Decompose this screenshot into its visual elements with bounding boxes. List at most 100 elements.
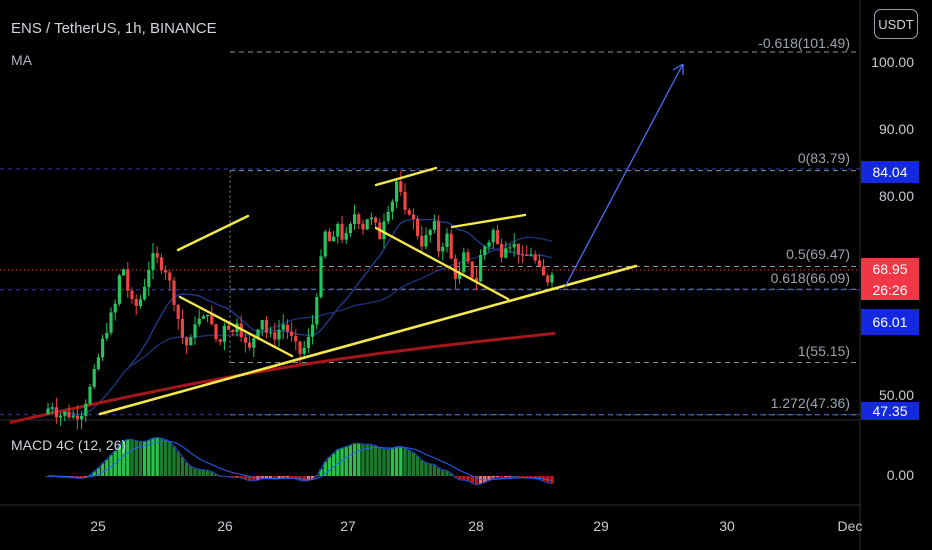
macd-bar: [529, 476, 533, 478]
macd-bar: [197, 469, 201, 476]
symbol-title[interactable]: ENS / TetherUS, 1h, BINANCE: [11, 20, 217, 37]
candle-body: [491, 230, 495, 243]
candle-body: [344, 233, 348, 240]
candle-body: [458, 272, 462, 279]
macd-bar: [180, 456, 185, 476]
macd-bar: [126, 439, 130, 476]
candle-body: [88, 386, 92, 404]
macd-bar: [294, 476, 298, 479]
macd-bar: [394, 446, 399, 476]
price-tick: 90.00: [878, 121, 914, 137]
candle-body: [231, 329, 235, 333]
candle-body: [546, 275, 550, 283]
macd-bar: [327, 456, 332, 476]
candle-body: [479, 255, 483, 282]
projection-arrow-line: [564, 63, 684, 288]
candle-body: [159, 257, 163, 270]
price-badge-fib1272: 47.35: [861, 402, 919, 420]
macd-bar: [357, 443, 361, 476]
macd-bar: [168, 441, 172, 476]
candle-body: [260, 320, 264, 330]
macd-signal-line: [48, 440, 553, 481]
candle-body: [201, 316, 205, 319]
macd-bar: [462, 476, 466, 481]
candle-body: [172, 280, 176, 305]
candle-body: [243, 337, 247, 343]
macd-bar: [92, 471, 96, 476]
projection-arrow-head: [672, 63, 684, 75]
fib-label: 0(83.79): [797, 150, 850, 166]
macd-bar: [361, 444, 365, 476]
time-tick: 27: [340, 518, 356, 534]
macd-bar: [445, 470, 449, 476]
candle-body: [365, 219, 369, 230]
candle-body: [75, 415, 79, 420]
candle-body: [269, 332, 273, 334]
macd-bar: [520, 476, 525, 478]
ma-indicator-label[interactable]: MA: [11, 52, 32, 68]
candle-body: [113, 303, 117, 313]
candle-body: [54, 407, 58, 418]
macd-bar: [424, 462, 428, 476]
candle-body: [495, 230, 499, 244]
macd-bar: [155, 437, 159, 476]
time-tick: 28: [468, 518, 484, 534]
candle-body: [453, 258, 457, 279]
macd-bar: [411, 452, 416, 476]
macd-line: [47, 436, 553, 486]
macd-bar: [109, 454, 113, 476]
time-tick: 30: [719, 518, 735, 534]
candle-body: [294, 335, 298, 342]
candle-body: [298, 341, 302, 354]
candle-body: [248, 342, 252, 348]
candle-body: [256, 329, 260, 339]
candle-body: [516, 243, 520, 255]
candle-body: [189, 337, 193, 346]
fib-label: -0.618(101.49): [758, 35, 850, 51]
candle-body: [369, 217, 373, 220]
macd-bar: [252, 476, 256, 481]
currency-button[interactable]: USDT: [874, 9, 918, 39]
macd-bar: [508, 476, 512, 478]
pattern-line-lower-1: [178, 295, 294, 358]
macd-bar: [214, 473, 218, 476]
macd-bar: [369, 444, 374, 476]
candle-body: [428, 229, 432, 236]
candle-body: [210, 314, 214, 325]
candle-body: [302, 347, 306, 354]
candle-body: [59, 415, 63, 418]
macd-bar: [121, 440, 126, 476]
macd-bar: [403, 448, 407, 476]
candle-body: [252, 338, 256, 348]
candle-body: [386, 211, 390, 222]
candle-body: [222, 325, 226, 342]
candle-body: [193, 324, 197, 338]
macd-bar: [239, 476, 243, 479]
candle-body: [382, 221, 386, 240]
candle-body: [537, 260, 541, 267]
candle-body: [273, 332, 277, 340]
candle-body: [84, 403, 88, 416]
macd-bar: [428, 463, 432, 476]
macd-histogram: [46, 436, 554, 486]
candle-body: [441, 246, 445, 252]
candle-body: [466, 252, 470, 262]
fib-label: 0.618(66.09): [770, 270, 850, 286]
candle-body: [218, 339, 222, 342]
candle-body: [46, 408, 50, 414]
candle-body: [332, 236, 336, 242]
price-badge-fib0: 84.04: [861, 161, 919, 183]
macd-indicator-label[interactable]: MACD 4C (12, 26): [11, 437, 127, 453]
candle-body: [340, 223, 344, 240]
macd-bar: [281, 476, 285, 478]
macd-bar: [495, 476, 500, 478]
candle-body: [264, 320, 268, 333]
candle-body: [374, 217, 378, 223]
macd-bar: [268, 476, 273, 479]
candle-body: [512, 243, 516, 248]
macd-bar: [407, 450, 411, 476]
candle-body: [432, 221, 436, 230]
macd-bar: [365, 444, 369, 476]
candle-body: [403, 191, 407, 210]
